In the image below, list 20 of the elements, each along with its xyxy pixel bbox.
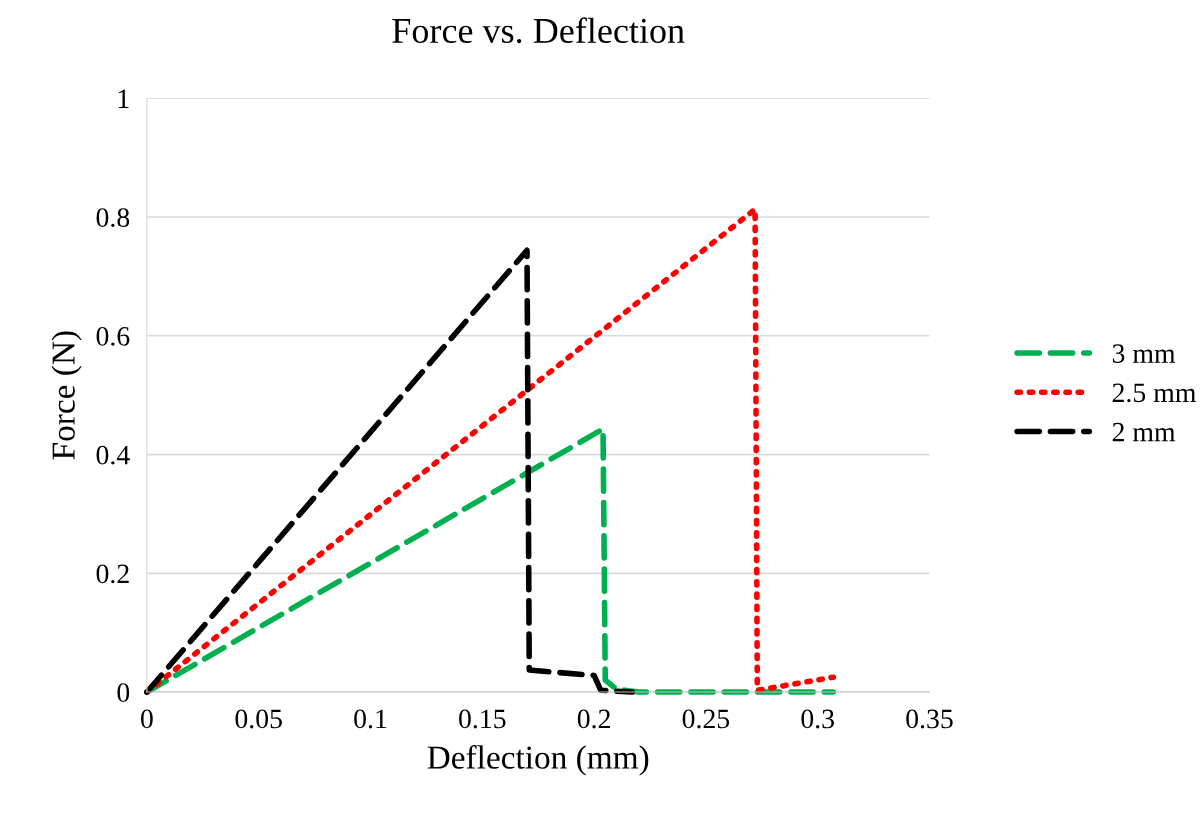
y-tick-label: 0	[117, 683, 130, 702]
x-tick-label: 0.1	[354, 709, 387, 729]
legend-label: 2.5 mm	[1112, 383, 1196, 403]
legend-label: 2 mm	[1112, 422, 1176, 442]
x-axis-title: Deflection (mm)	[427, 745, 649, 776]
y-axis-title: Force (N)	[51, 331, 82, 460]
x-tick-label: 0.25	[682, 709, 730, 729]
x-tick-label: 0.05	[235, 709, 282, 729]
chart-title: Force vs. Deflection	[392, 17, 685, 44]
legend-label: 3 mm	[1112, 344, 1176, 363]
x-tick-label: 0.15	[459, 709, 506, 729]
x-tick-label: 0.35	[906, 709, 953, 729]
y-tick-label: 0.4	[96, 445, 130, 465]
y-tick-label: 0.8	[96, 208, 130, 228]
y-tick-label: 1	[118, 89, 129, 108]
x-tick-label: 0.2	[577, 709, 610, 729]
x-tick-label: 0	[141, 709, 153, 729]
x-tick-label: 0.3	[801, 709, 834, 729]
y-tick-label: 0.6	[96, 326, 130, 346]
y-tick-label: 0.2	[96, 564, 129, 584]
